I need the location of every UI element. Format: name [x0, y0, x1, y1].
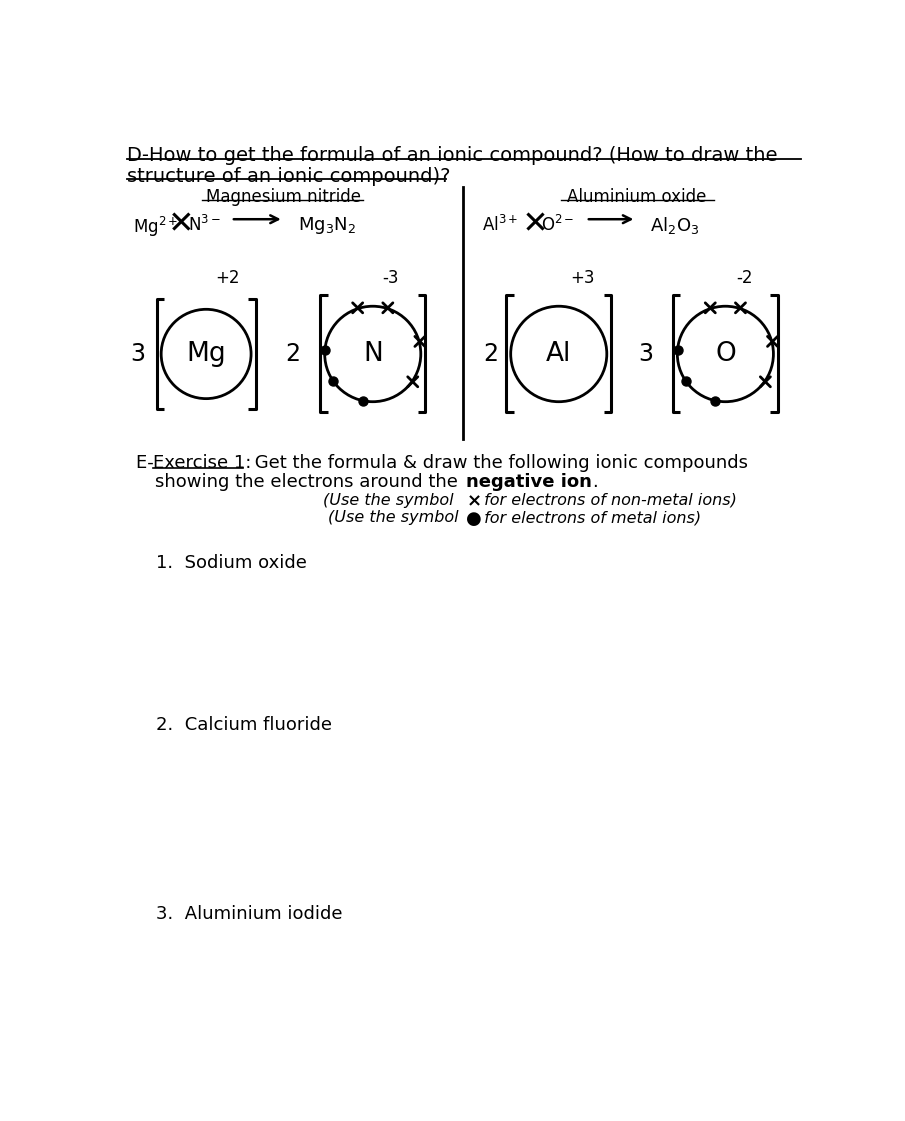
- Text: $\mathregular{O^{2-}}$: $\mathregular{O^{2-}}$: [541, 215, 575, 235]
- Text: $\mathregular{Mg^{2+}}$: $\mathregular{Mg^{2+}}$: [132, 215, 177, 240]
- Text: 2: 2: [483, 342, 499, 365]
- Text: 3: 3: [130, 342, 145, 365]
- Text: -3: -3: [382, 269, 399, 287]
- Text: 2.  Calcium fluoride: 2. Calcium fluoride: [156, 716, 332, 734]
- Text: +2: +2: [215, 269, 240, 287]
- Text: 3: 3: [638, 342, 653, 365]
- Text: $\mathregular{N^{3-}}$: $\mathregular{N^{3-}}$: [187, 215, 220, 235]
- Text: Exercise 1:: Exercise 1:: [154, 454, 252, 472]
- Text: N: N: [363, 341, 383, 367]
- Text: for electrons of non-metal ions): for electrons of non-metal ions): [479, 492, 737, 508]
- Text: Get the formula & draw the following ionic compounds: Get the formula & draw the following ion…: [249, 454, 748, 472]
- Text: $\mathregular{Al_2O_3}$: $\mathregular{Al_2O_3}$: [650, 215, 700, 237]
- Text: (Use the symbol: (Use the symbol: [328, 510, 463, 526]
- Text: 1.  Sodium oxide: 1. Sodium oxide: [156, 554, 307, 572]
- Text: +3: +3: [570, 269, 595, 287]
- Text: .: .: [592, 473, 598, 491]
- Text: Aluminium oxide: Aluminium oxide: [567, 188, 706, 206]
- Text: (Use the symbol: (Use the symbol: [322, 492, 463, 508]
- Text: O: O: [715, 341, 736, 367]
- Text: D-How to get the formula of an ionic compound? (How to draw the: D-How to get the formula of an ionic com…: [127, 146, 777, 165]
- Text: -2: -2: [737, 269, 753, 287]
- Text: $\mathregular{Mg_3N_2}$: $\mathregular{Mg_3N_2}$: [298, 215, 356, 237]
- Text: for electrons of metal ions): for electrons of metal ions): [479, 510, 701, 526]
- Text: showing the electrons around the: showing the electrons around the: [155, 473, 463, 491]
- Text: ●: ●: [466, 510, 481, 528]
- Text: 2: 2: [285, 342, 300, 365]
- Text: structure of an ionic compound)?: structure of an ionic compound)?: [127, 167, 451, 186]
- Text: Al: Al: [546, 341, 571, 367]
- Text: negative ion: negative ion: [466, 473, 592, 491]
- Text: Magnesium nitride: Magnesium nitride: [206, 188, 361, 206]
- Text: E-: E-: [137, 454, 160, 472]
- Text: Mg: Mg: [186, 341, 226, 367]
- Text: 3.  Aluminium iodide: 3. Aluminium iodide: [156, 905, 342, 923]
- Text: $\mathregular{Al^{3+}}$: $\mathregular{Al^{3+}}$: [482, 215, 519, 235]
- Text: ×: ×: [466, 492, 481, 510]
